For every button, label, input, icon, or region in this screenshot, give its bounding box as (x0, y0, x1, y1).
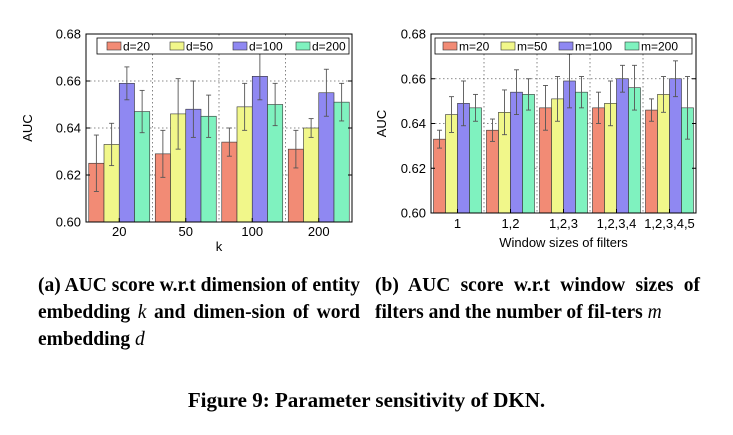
chart-a-ytick-label: 0.62 (56, 168, 81, 183)
chart-a-bar-d=50-200 (303, 127, 320, 223)
chart-b-ytick-label: 0.66 (401, 71, 426, 86)
chart-a-xtick-label: 50 (179, 224, 193, 239)
figure-title: Figure 9: Parameter sensitivity of DKN. (187, 388, 546, 412)
chart-b-legend-swatch-m=20 (442, 41, 458, 51)
chart-a-xtick-label: 20 (112, 224, 126, 239)
chart-b-bar-m=100-1,2,3,4,5 (669, 78, 682, 214)
chart-b-ytick-label: 0.68 (401, 27, 426, 42)
chart-a-xlabel: k (216, 239, 223, 254)
chart-b-legend-swatch-m=100 (558, 41, 574, 51)
chart-a-ytick-label: 0.66 (56, 74, 81, 89)
chart-a-legend-label-d=100: d=100 (249, 40, 283, 54)
chart-b-ytick-label: 0.64 (401, 116, 426, 131)
chart-b-legend: m=20 m=50 m=100 m=200 (434, 37, 693, 55)
caption-a-var-k: k (137, 302, 147, 323)
chart-b-bar-m=100-1,2,3,4 (616, 78, 629, 214)
chart-b: 0.60 0.62 0.64 0.66 0.68 1 1,2 1,2,3 1,2,3,4 1,2,… (374, 27, 697, 250)
chart-b-legend-label-m=50: m=50 (517, 40, 548, 54)
caption-b: (b) AUC score w.r.t window sizes of filt… (375, 275, 700, 323)
chart-b-ytick-label: 0.62 (401, 161, 426, 176)
chart-b-xlabel: Window sizes of filters (499, 235, 628, 250)
chart-a-ytick-label: 0.68 (56, 27, 81, 42)
chart-a-legend: d=20 d=50 d=100 d=200 (96, 37, 350, 55)
chart-a-legend-label-d=50: d=50 (186, 40, 213, 54)
chart-b-bar-m=200-1 (469, 107, 482, 214)
chart-b-xtick-label: 1,2 (501, 216, 519, 231)
chart-a-ytick-label: 0.64 (56, 121, 81, 136)
chart-b-legend-swatch-m=50 (500, 41, 516, 51)
chart-b-xtick-label: 1,2,3,4 (597, 216, 637, 231)
chart-a-ytick-label: 0.60 (56, 215, 81, 230)
caption-b-var-m: m (647, 302, 662, 323)
chart-b-bar-m=20-1,2 (486, 129, 499, 214)
chart-b-legend-label-m=20: m=20 (459, 40, 490, 54)
chart-b-ytick-label: 0.60 (401, 206, 426, 221)
chart-b-legend-label-m=200: m=200 (641, 40, 678, 54)
caption-a: (a) AUC score w.r.t dimension of entity … (38, 275, 360, 350)
chart-b-xtick-label: 1,2,3,4,5 (644, 216, 695, 231)
chart-a-legend-swatch-d=50 (169, 41, 185, 51)
chart-b-xtick-label: 1,2,3 (549, 216, 578, 231)
chart-a-legend-swatch-d=100 (232, 41, 248, 51)
chart-a-legend-swatch-d=200 (295, 41, 311, 51)
chart-a-ylabel: AUC (20, 114, 35, 141)
chart-b-ylabel: AUC (374, 110, 389, 137)
chart-b-xtick-label: 1 (454, 216, 461, 231)
chart-b-bar-m=20-1,2,3,4,5 (645, 109, 658, 214)
chart-b-bar-m=20-1 (433, 138, 446, 214)
chart-a-legend-label-d=200: d=200 (312, 40, 346, 54)
chart-b-legend-swatch-m=200 (624, 41, 640, 51)
caption-a-var-d: d (134, 329, 145, 350)
chart-b-legend-label-m=100: m=100 (575, 40, 612, 54)
chart-b-bar-m=200-1,2 (522, 94, 535, 214)
chart-a-legend-label-d=20: d=20 (123, 40, 150, 54)
chart-a-legend-box (96, 37, 350, 55)
chart-a-xtick-label: 200 (308, 224, 330, 239)
chart-a-xtick-label: 100 (241, 224, 263, 239)
chart-a-legend-swatch-d=20 (106, 41, 122, 51)
chart-a-bar-d=100-20 (118, 83, 135, 223)
chart-b-bar-m=200-1,2,3 (575, 91, 588, 214)
